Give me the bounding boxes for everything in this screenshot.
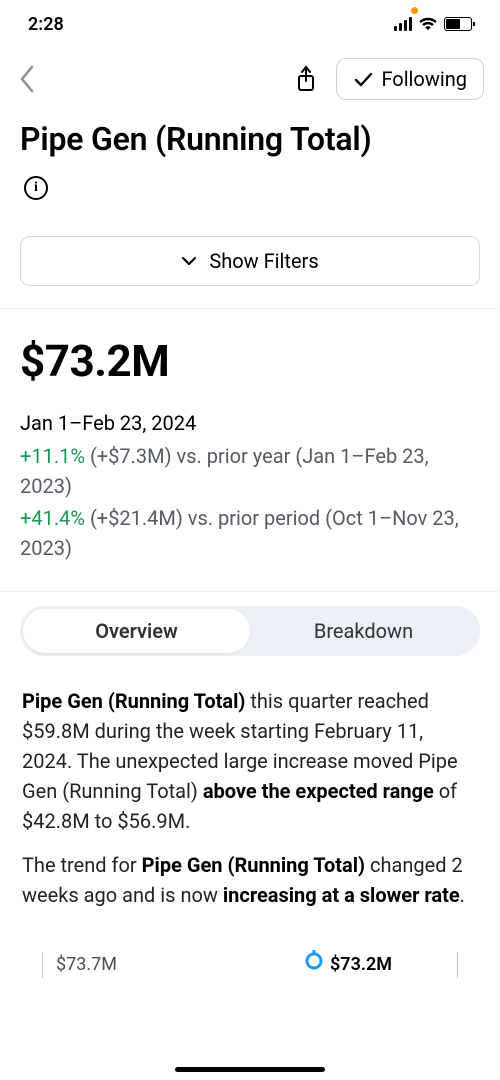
mini-chart: $73.7M $73.2M bbox=[20, 944, 480, 1004]
nav-bar: Following bbox=[0, 48, 500, 114]
status-right bbox=[394, 17, 472, 31]
status-bar: 2:28 bbox=[0, 0, 500, 48]
filters-label: Show Filters bbox=[209, 249, 318, 273]
metric-yoy: +11.1% (+$7.3M) vs. prior year (Jan 1–Fe… bbox=[20, 441, 480, 501]
page-title: Pipe Gen (Running Total) bbox=[0, 114, 500, 172]
summary-p2-bold2: increasing at a slower rate bbox=[223, 883, 460, 907]
summary-p2-t3: . bbox=[460, 883, 465, 907]
metric-range: Jan 1–Feb 23, 2024 bbox=[20, 411, 480, 435]
metric-pop-pct: +41.4% bbox=[20, 506, 85, 530]
mini-chart-tick bbox=[457, 952, 458, 978]
metric-block: $73.2M Jan 1–Feb 23, 2024 +11.1% (+$7.3M… bbox=[0, 309, 500, 587]
mini-chart-left-label: $73.7M bbox=[56, 954, 117, 975]
summary-p2-t1: The trend for bbox=[22, 853, 142, 877]
metric-value: $73.2M bbox=[20, 335, 480, 387]
metric-pop-rest: (+$21.4M) vs. prior period (Oct 1–Nov 23… bbox=[20, 506, 459, 560]
mini-chart-marker-icon bbox=[304, 950, 324, 970]
check-icon bbox=[353, 69, 373, 89]
show-filters-button[interactable]: Show Filters bbox=[20, 236, 480, 286]
home-indicator[interactable] bbox=[175, 1067, 325, 1072]
summary-text: Pipe Gen (Running Total) this quarter re… bbox=[0, 664, 500, 936]
share-button[interactable] bbox=[294, 64, 318, 94]
info-icon: i bbox=[34, 180, 38, 196]
follow-button[interactable]: Following bbox=[336, 58, 484, 100]
summary-p2-bold1: Pipe Gen (Running Total) bbox=[142, 853, 365, 877]
chevron-down-icon bbox=[181, 256, 197, 266]
summary-p1-bold1: Pipe Gen (Running Total) bbox=[22, 689, 245, 713]
status-time: 2:28 bbox=[28, 14, 64, 35]
battery-icon bbox=[444, 17, 472, 31]
follow-label: Following bbox=[381, 67, 467, 91]
mini-chart-right-label: $73.2M bbox=[330, 954, 392, 975]
info-row: i bbox=[0, 172, 500, 218]
metric-yoy-pct: +11.1% bbox=[20, 444, 85, 468]
view-tabs: Overview Breakdown bbox=[20, 606, 480, 656]
mini-chart-tick bbox=[42, 952, 43, 978]
cellular-icon bbox=[394, 17, 412, 31]
summary-p1-bold2: above the expected range bbox=[203, 779, 434, 803]
info-button[interactable]: i bbox=[24, 176, 48, 200]
tab-overview[interactable]: Overview bbox=[23, 609, 250, 653]
recording-dot-icon bbox=[411, 7, 418, 14]
back-button[interactable] bbox=[18, 64, 36, 94]
wifi-icon bbox=[418, 17, 438, 31]
metric-pop: +41.4% (+$21.4M) vs. prior period (Oct 1… bbox=[20, 503, 480, 563]
tab-breakdown[interactable]: Breakdown bbox=[250, 609, 477, 653]
